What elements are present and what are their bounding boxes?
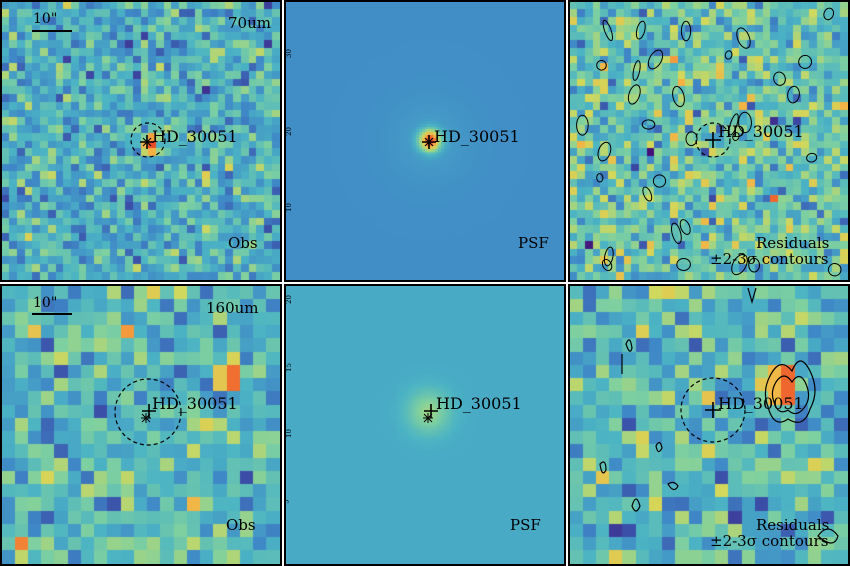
y-tick-label: 20 [284, 295, 293, 304]
contour-ring [647, 49, 664, 70]
contour-ring [787, 85, 800, 104]
overlay-160um-residuals [599, 287, 839, 544]
contour-ring [596, 173, 604, 183]
contour-ring [602, 19, 614, 42]
y-tick-label: 15 [284, 363, 293, 372]
overlay-70um-psf [422, 135, 436, 149]
source-cross-marker [705, 132, 721, 148]
contour-ring [632, 60, 641, 81]
panel-160um-residuals: HD_30051 Residuals ±2-3σ contours [568, 284, 850, 566]
contour-ring [676, 257, 691, 272]
y-tick-label: 10 [284, 429, 293, 438]
source-label: HD_30051 [718, 122, 804, 141]
source-label: HD_30051 [152, 394, 238, 413]
source-label: HD_30051 [436, 394, 522, 413]
panel-type-label: Residuals [756, 234, 830, 252]
contour-ring [823, 7, 835, 21]
source-cross-marker [705, 402, 721, 418]
source-aperture [130, 122, 166, 158]
contour-ring [728, 113, 739, 136]
contour-ring [596, 60, 607, 71]
overlay-160um-obs [32, 313, 182, 446]
residual-contours [599, 287, 839, 544]
band-label: 70um [228, 14, 271, 32]
panel-70um-residuals: HD_30051 Residuals ±2-3σ contours [568, 0, 850, 282]
contour-ring [748, 257, 761, 273]
contour-ring [603, 246, 614, 267]
star-marker [423, 413, 433, 423]
residual-contours [576, 7, 842, 277]
contour-ring [635, 20, 646, 40]
heatmap-70um-psf [286, 2, 564, 280]
star-marker [141, 413, 151, 423]
heatmap-160um-psf [286, 286, 564, 564]
contour-ring [627, 84, 641, 105]
panel-type-label: Obs [228, 234, 258, 252]
contour-ring [736, 27, 751, 49]
overlay-70um-residuals [576, 7, 842, 277]
contour-ring [731, 254, 748, 276]
contour-ring [798, 54, 813, 69]
scalebar-label: 10" [33, 11, 58, 27]
scalebar-label: 10" [33, 295, 58, 311]
contour-legend: ±2-3σ contours [710, 250, 829, 268]
source-aperture [680, 377, 746, 443]
contour-legend: ±2-3σ contours [710, 532, 829, 550]
overlay-70um-obs [32, 30, 166, 158]
y-tick-label: 5 [286, 499, 291, 503]
panel-type-label: PSF [518, 234, 549, 252]
contour-ring [576, 114, 589, 136]
star-marker [424, 137, 434, 147]
contour-ring [738, 111, 752, 134]
contour-ring [724, 50, 733, 60]
band-label: 160um [206, 299, 259, 317]
contour-ring [773, 71, 786, 86]
panel-160um-psf: 20 15 10 5 HD_30051 PSF [284, 284, 566, 566]
heatmap-160um-obs [2, 286, 280, 564]
star-marker [142, 137, 152, 147]
source-label: HD_30051 [152, 127, 238, 146]
contour-ring [806, 152, 818, 163]
source-aperture [695, 122, 731, 158]
panel-type-label: PSF [510, 516, 541, 534]
contour-ring [672, 85, 685, 108]
source-label: HD_30051 [434, 127, 520, 146]
y-tick-label: 20 [284, 127, 293, 136]
contour-ring [597, 141, 612, 162]
contour-ring [671, 222, 682, 245]
y-tick-label: 30 [284, 49, 293, 58]
contour-ring [642, 186, 653, 202]
heatmap-70um-obs [2, 2, 280, 280]
contour-ring [641, 119, 656, 130]
panel-type-label: Residuals [756, 516, 830, 534]
panel-160um-obs: 10" 160um HD_30051 Obs [0, 284, 282, 566]
contour-ring [827, 262, 842, 277]
panel-70um-psf: 30 20 10 HD_30051 PSF [284, 0, 566, 282]
panel-type-label: Obs [226, 516, 256, 534]
panel-70um-obs: 10" 70um HD_30051 Obs [0, 0, 282, 282]
source-aperture [114, 378, 182, 446]
contour-ring [652, 174, 667, 188]
heatmap-70um-residuals [570, 2, 848, 280]
contour-ring [732, 132, 740, 142]
contour-ring [685, 131, 698, 147]
y-tick-label: 10 [284, 203, 293, 212]
contour-ring [679, 219, 691, 235]
overlay-160um-psf [423, 404, 438, 423]
source-label: HD_30051 [718, 394, 804, 413]
contour-ring [680, 20, 692, 42]
contour-ring [601, 258, 613, 272]
heatmap-160um-residuals [570, 286, 848, 564]
